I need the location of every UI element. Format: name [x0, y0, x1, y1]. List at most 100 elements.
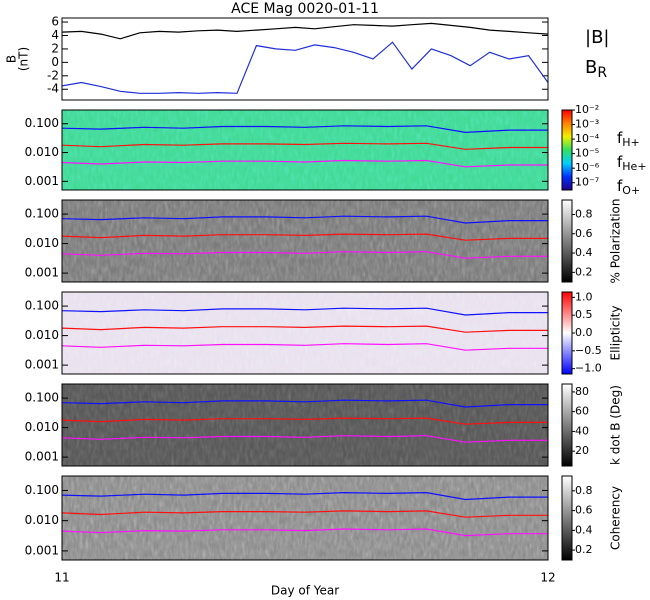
- legend-subscript: R: [597, 65, 607, 81]
- y-tick-label: 0.100: [25, 299, 59, 313]
- colorbar-tick-label: 10⁻²: [575, 103, 599, 116]
- series-line: [62, 142, 548, 150]
- colorbar-tick-label: −1.0: [575, 362, 602, 375]
- y-axis-label: B: [5, 55, 19, 63]
- series-line: [62, 325, 548, 333]
- series-line: [62, 435, 548, 443]
- x-axis-label: Day of Year: [271, 584, 339, 598]
- colorbar-tick-label: 1.0: [575, 290, 593, 303]
- y-axis-label: (nT): [17, 47, 31, 71]
- y-tick-label: 0.100: [25, 483, 59, 497]
- plot-frame: [61, 291, 549, 375]
- plot-frame: [61, 199, 549, 283]
- series-line: [62, 399, 548, 408]
- series-line: [62, 528, 548, 537]
- y-tick-label: 0.001: [25, 450, 59, 464]
- colorbar-tick-label: 60: [575, 405, 589, 418]
- colorbar-label: k dot B (Deg): [609, 385, 623, 465]
- colorbar-tick-label: 10⁻³: [575, 118, 599, 131]
- colorbar: [561, 291, 573, 375]
- legend-subscript: O+: [622, 184, 640, 197]
- legend-entry: fO+: [617, 177, 640, 198]
- legend-name: f: [617, 129, 623, 147]
- series-line: [62, 22, 548, 40]
- legend-subscript: H+: [622, 136, 640, 149]
- y-tick-label: 6: [51, 15, 59, 29]
- colorbar-tick-label: 0.6: [575, 504, 593, 517]
- series-line: [62, 417, 548, 425]
- y-tick-label: 0: [51, 55, 59, 69]
- y-tick-label: 0.010: [25, 328, 59, 342]
- legend-name: |B|: [585, 27, 609, 48]
- series-line: [62, 233, 548, 241]
- y-tick-label: 0.100: [25, 116, 59, 130]
- y-tick-label: 0.010: [25, 145, 59, 159]
- colorbar: [561, 475, 573, 561]
- series-line: [62, 215, 548, 224]
- series-line: [62, 343, 548, 351]
- colorbar: [561, 199, 573, 283]
- x-tick-label: 12: [540, 571, 555, 585]
- series-line: [62, 125, 548, 134]
- y-tick-label: 0.001: [25, 174, 59, 188]
- colorbar-tick-label: 80: [575, 385, 589, 398]
- y-tick-label: -4: [47, 82, 59, 96]
- colorbar-tick-label: 10⁻⁵: [575, 147, 599, 160]
- colorbar-label: Coherency: [609, 486, 623, 550]
- series-line: [62, 159, 548, 168]
- colorbar-tick-label: 20: [575, 444, 589, 457]
- legend-name: f: [617, 177, 623, 195]
- legend-subscript: He+: [622, 160, 646, 173]
- legend-entry: |B|: [585, 27, 609, 48]
- plot-frame: [61, 475, 549, 561]
- plot-frame: [61, 109, 549, 191]
- y-tick-label: 0.100: [25, 207, 59, 221]
- y-tick-label: 0.001: [25, 266, 59, 280]
- series-line: [62, 41, 548, 94]
- spectrogram-texture: [62, 476, 548, 560]
- legend-name: f: [617, 153, 623, 171]
- colorbar-tick-label: 0.6: [575, 227, 593, 240]
- colorbar-label: % Polarization: [609, 199, 623, 284]
- y-tick-label: 0.001: [25, 358, 59, 372]
- colorbar-label: Ellipticity: [609, 306, 623, 361]
- chart-title: ACE Mag 0020-01-11: [231, 1, 379, 17]
- colorbar: [561, 109, 573, 191]
- spectrogram-texture: [62, 200, 548, 282]
- y-tick-label: 2: [51, 41, 59, 55]
- y-tick-label: 4: [51, 28, 59, 42]
- colorbar-tick-label: 0.2: [575, 265, 593, 278]
- colorbar-tick-label: 0.5: [575, 308, 593, 321]
- colorbar-tick-label: 0.4: [575, 523, 593, 536]
- spectrogram-texture: [62, 292, 548, 374]
- plot-frame: [61, 383, 549, 467]
- series-line: [62, 307, 548, 316]
- colorbar-tick-label: 10⁻⁴: [575, 132, 600, 145]
- colorbar-tick-label: 0.8: [575, 484, 593, 497]
- y-tick-label: 0.010: [25, 236, 59, 250]
- plot-frame: [61, 17, 549, 101]
- colorbar-tick-label: 10⁻⁷: [575, 176, 599, 189]
- colorbar-tick-label: 10⁻⁶: [575, 161, 600, 174]
- legend-name: B: [585, 57, 597, 78]
- legend-entry: fHe+: [617, 153, 647, 174]
- legend-entry: BR: [585, 57, 607, 81]
- colorbar-tick-label: 0.4: [575, 246, 593, 259]
- x-tick-label: 11: [54, 571, 69, 585]
- spectrogram-texture: [62, 384, 548, 466]
- y-tick-label: 0.010: [25, 513, 59, 527]
- legend-entry: fH+: [617, 129, 640, 150]
- y-tick-label: 0.100: [25, 391, 59, 405]
- y-tick-label: -2: [47, 68, 59, 82]
- colorbar-tick-label: 0.0: [575, 326, 593, 339]
- colorbar-tick-label: 0.2: [575, 543, 593, 556]
- spectrogram-texture: [62, 110, 548, 190]
- colorbar: [561, 383, 573, 467]
- colorbar-tick-label: 0.8: [575, 207, 593, 220]
- series-line: [62, 251, 548, 259]
- series-line: [62, 491, 548, 501]
- series-line: [62, 510, 548, 518]
- colorbar-tick-label: 40: [575, 424, 589, 437]
